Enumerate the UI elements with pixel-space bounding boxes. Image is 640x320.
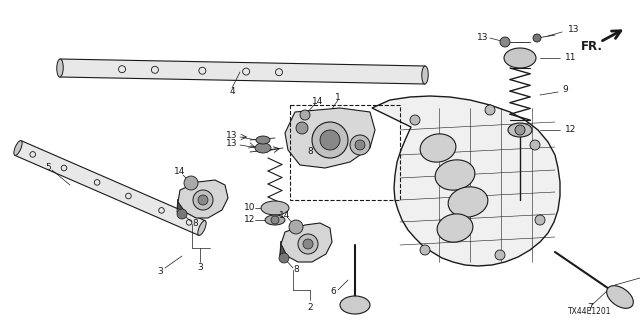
Text: 9: 9	[562, 85, 568, 94]
Text: 6: 6	[330, 287, 336, 297]
Circle shape	[300, 110, 310, 120]
Ellipse shape	[508, 123, 532, 137]
Circle shape	[515, 125, 525, 135]
Text: 12: 12	[244, 215, 256, 225]
Polygon shape	[60, 59, 425, 84]
Text: 3: 3	[197, 263, 203, 273]
Circle shape	[177, 209, 187, 219]
Circle shape	[271, 216, 279, 224]
Text: 8: 8	[293, 266, 299, 275]
Text: 11: 11	[565, 53, 577, 62]
Circle shape	[303, 239, 313, 249]
Circle shape	[485, 105, 495, 115]
Text: 12: 12	[565, 125, 577, 134]
Circle shape	[355, 140, 365, 150]
Ellipse shape	[437, 214, 473, 242]
Text: 13: 13	[568, 26, 579, 35]
Text: 8: 8	[192, 220, 198, 228]
Text: 1: 1	[335, 92, 341, 101]
Ellipse shape	[261, 201, 289, 215]
Text: 14: 14	[174, 167, 186, 177]
Ellipse shape	[340, 296, 370, 314]
Ellipse shape	[255, 143, 271, 153]
Ellipse shape	[420, 134, 456, 162]
Circle shape	[312, 122, 348, 158]
Ellipse shape	[265, 215, 285, 225]
Ellipse shape	[14, 140, 22, 156]
Text: 13: 13	[227, 140, 237, 148]
Polygon shape	[178, 180, 228, 218]
Ellipse shape	[198, 220, 206, 236]
Polygon shape	[281, 223, 332, 262]
Circle shape	[198, 195, 208, 205]
Circle shape	[410, 115, 420, 125]
Polygon shape	[285, 108, 375, 168]
Text: 7: 7	[587, 303, 593, 313]
Circle shape	[495, 250, 505, 260]
Ellipse shape	[256, 136, 270, 144]
Circle shape	[193, 190, 213, 210]
Circle shape	[289, 220, 303, 234]
Polygon shape	[15, 141, 205, 235]
Text: 14: 14	[312, 98, 324, 107]
Text: 10: 10	[244, 204, 256, 212]
Circle shape	[420, 245, 430, 255]
Text: 8: 8	[307, 148, 313, 156]
Circle shape	[350, 135, 370, 155]
Text: 2: 2	[307, 303, 313, 313]
Polygon shape	[280, 242, 288, 256]
Circle shape	[530, 140, 540, 150]
Circle shape	[298, 234, 318, 254]
Text: 3: 3	[157, 268, 163, 276]
Text: 5: 5	[45, 164, 51, 172]
Ellipse shape	[504, 48, 536, 68]
Ellipse shape	[448, 187, 488, 217]
Text: 4: 4	[229, 86, 235, 95]
Circle shape	[533, 34, 541, 42]
Ellipse shape	[422, 66, 428, 84]
Polygon shape	[177, 200, 185, 212]
Circle shape	[279, 253, 289, 263]
Text: FR.: FR.	[581, 39, 603, 52]
Text: 14: 14	[279, 211, 291, 220]
Text: TX44E1201: TX44E1201	[568, 308, 612, 316]
Circle shape	[535, 215, 545, 225]
Text: 13: 13	[477, 33, 489, 42]
Polygon shape	[372, 96, 560, 266]
Ellipse shape	[435, 160, 475, 190]
Circle shape	[500, 37, 510, 47]
Circle shape	[184, 176, 198, 190]
Ellipse shape	[57, 59, 63, 77]
Ellipse shape	[607, 286, 634, 308]
Circle shape	[296, 122, 308, 134]
Circle shape	[320, 130, 340, 150]
Text: 13: 13	[227, 132, 237, 140]
